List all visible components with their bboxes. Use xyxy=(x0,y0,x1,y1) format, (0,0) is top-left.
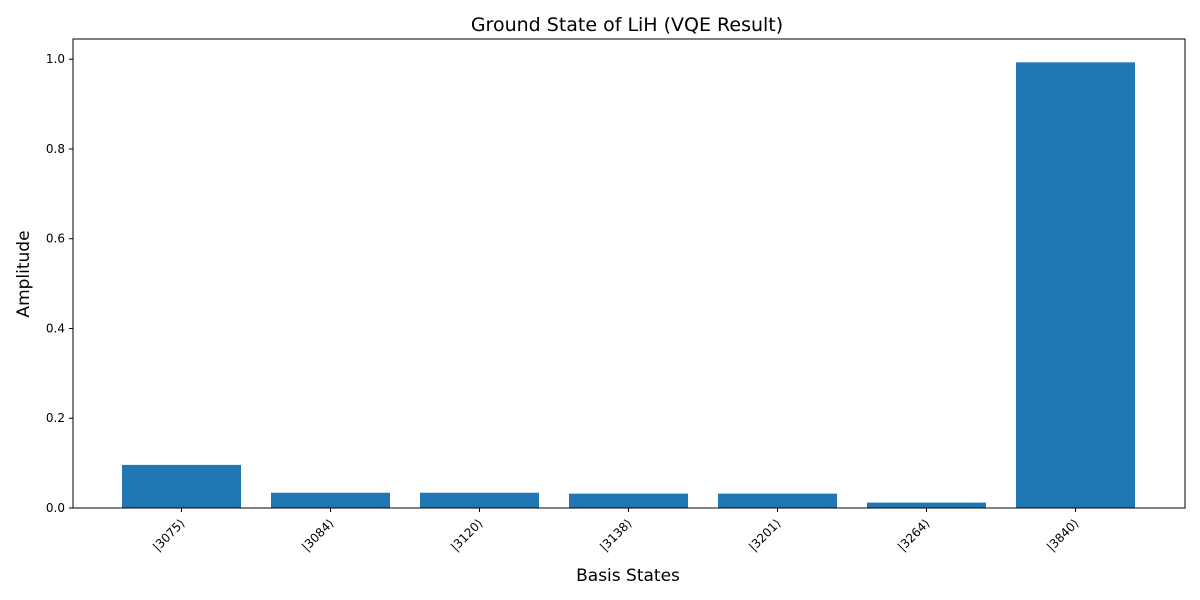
bars-group xyxy=(122,62,1135,508)
y-tick-label-1: 0.2 xyxy=(46,411,65,425)
x-axis: |3075⟩ |3084⟩ |3120⟩ |3138⟩ |3201⟩ |3264⟩ |384… xyxy=(150,508,1082,554)
y-tick-label-3: 0.6 xyxy=(46,232,65,246)
y-axis: 0.0 0.2 0.4 0.6 0.8 1.0 xyxy=(46,52,73,515)
bar-1 xyxy=(271,492,390,508)
y-tick-label-5: 1.0 xyxy=(46,52,65,66)
y-axis-label: Amplitude xyxy=(14,230,34,317)
x-tick-label-6: |3840⟩ xyxy=(1044,516,1082,554)
x-tick-label-3: |3138⟩ xyxy=(597,516,635,554)
y-tick-label-0: 0.0 xyxy=(46,501,65,515)
bar-4 xyxy=(718,493,837,508)
x-tick-label-2: |3120⟩ xyxy=(448,516,486,554)
plot-frame xyxy=(72,38,1186,509)
bar-6 xyxy=(1016,62,1135,508)
bar-3 xyxy=(569,493,688,508)
x-tick-label-4: |3201⟩ xyxy=(746,516,784,554)
y-tick-label-4: 0.8 xyxy=(46,142,65,156)
chart-title: Ground State of LiH (VQE Result) xyxy=(471,14,783,36)
y-tick-label-2: 0.4 xyxy=(46,321,65,335)
bar-2 xyxy=(420,492,539,508)
x-axis-label: Basis States xyxy=(576,566,680,586)
x-tick-label-1: |3084⟩ xyxy=(299,516,337,554)
x-tick-label-5: |3264⟩ xyxy=(895,516,933,554)
x-tick-label-0: |3075⟩ xyxy=(150,516,188,554)
bar-5 xyxy=(867,502,986,508)
bar-0 xyxy=(122,464,241,508)
